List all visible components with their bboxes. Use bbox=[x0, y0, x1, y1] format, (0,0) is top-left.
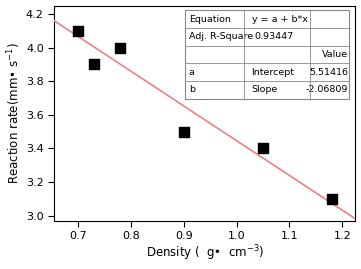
Point bbox=[181, 129, 187, 134]
Text: Adj. R-Square: Adj. R-Square bbox=[189, 33, 253, 41]
Y-axis label: Reaction rate(mm• s$^{-1}$): Reaction rate(mm• s$^{-1}$) bbox=[5, 42, 23, 184]
Text: y = a + b*x: y = a + b*x bbox=[252, 15, 308, 24]
Text: -2.06809: -2.06809 bbox=[305, 85, 348, 94]
Text: Intercept: Intercept bbox=[252, 68, 295, 77]
FancyBboxPatch shape bbox=[185, 10, 349, 99]
Point bbox=[117, 45, 123, 50]
Text: Slope: Slope bbox=[252, 85, 278, 94]
Text: b: b bbox=[189, 85, 195, 94]
Text: 0.93447: 0.93447 bbox=[255, 33, 293, 41]
Point bbox=[329, 197, 335, 201]
Text: 5.51416: 5.51416 bbox=[309, 68, 348, 77]
Text: Equation: Equation bbox=[189, 15, 231, 24]
Point bbox=[91, 62, 97, 66]
Point bbox=[260, 146, 266, 151]
Text: Value: Value bbox=[322, 50, 348, 59]
Point bbox=[75, 29, 81, 33]
X-axis label: Density (  g•  cm$^{-3}$): Density ( g• cm$^{-3}$) bbox=[145, 244, 264, 263]
Text: a: a bbox=[189, 68, 195, 77]
